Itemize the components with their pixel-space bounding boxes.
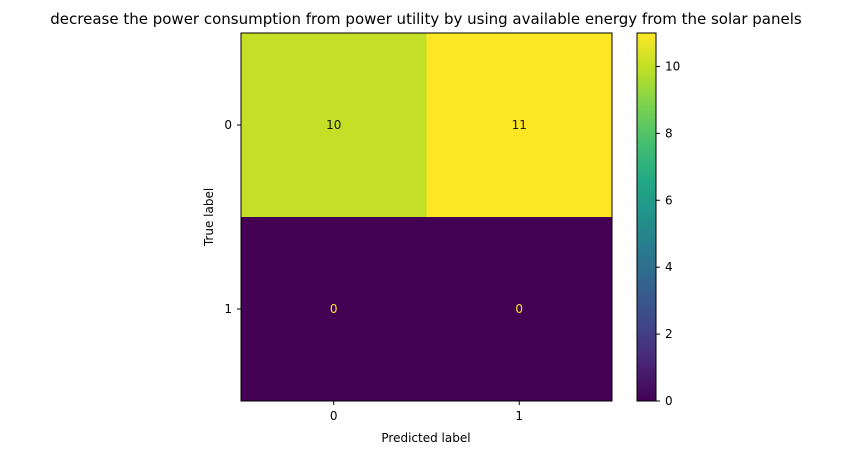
y-axis-ticks: 01 bbox=[224, 118, 241, 316]
heatmap-cells bbox=[241, 33, 613, 402]
colorbar-tick-label: 6 bbox=[665, 193, 673, 207]
plot-frame bbox=[240, 32, 613, 402]
cell-value-label: 0 bbox=[330, 302, 338, 316]
colorbar-tick-label: 0 bbox=[665, 394, 673, 408]
x-tick-label: 0 bbox=[330, 409, 338, 423]
cell-value-label: 0 bbox=[515, 302, 523, 316]
colorbar-frame bbox=[636, 32, 657, 402]
x-tick-label: 1 bbox=[515, 409, 523, 423]
x-axis-label: Predicted label bbox=[381, 431, 470, 445]
colorbar-tick-label: 2 bbox=[665, 327, 673, 341]
heatmap-cell bbox=[426, 33, 613, 218]
colorbar-tick-label: 10 bbox=[665, 59, 680, 73]
colorbar bbox=[637, 33, 656, 401]
cell-value-label: 11 bbox=[512, 118, 527, 132]
y-tick-label: 1 bbox=[224, 302, 232, 316]
colorbar-tick-label: 8 bbox=[665, 126, 673, 140]
chart-title: decrease the power consumption from powe… bbox=[50, 10, 802, 28]
heatmap-cell bbox=[241, 217, 427, 402]
cell-value-label: 10 bbox=[326, 118, 341, 132]
colorbar-tick-label: 4 bbox=[665, 260, 673, 274]
heatmap-cell bbox=[426, 217, 613, 402]
heatmap-cell-labels: 10 11 0 0 bbox=[326, 118, 527, 316]
y-axis-label: True label bbox=[202, 188, 216, 247]
y-tick-label: 0 bbox=[224, 118, 232, 132]
heatmap-cell bbox=[241, 33, 427, 218]
colorbar-ticks: 0 2 4 6 8 10 bbox=[656, 59, 680, 408]
